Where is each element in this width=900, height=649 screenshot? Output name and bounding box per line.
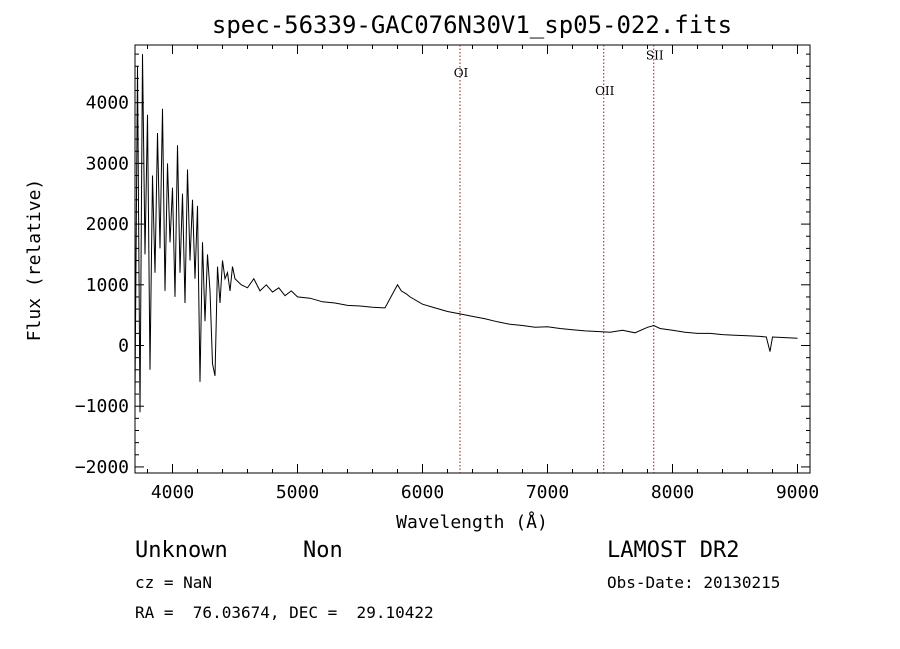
x-tick-label: 7000 [526,482,569,503]
x-tick-label: 9000 [776,482,819,503]
annotation-label: OII [595,84,615,98]
obs-date-label: Obs-Date: 20130215 [607,573,781,592]
coordinates-label: RA = 76.03674, DEC = 29.10422 [135,603,434,622]
subclass-label: Non [303,538,343,563]
y-tick-label: 2000 [86,214,129,235]
line-annotations: OI OII SII [454,45,664,473]
x-axis-label: Wavelength (Å) [396,511,548,533]
y-tick-label: −1000 [75,396,129,417]
plot-frame [134,44,811,474]
redshift-label: cz = NaN [135,573,213,592]
x-tick-label: 6000 [401,482,444,503]
spectrum-line [134,54,798,413]
chart-title: spec-56339-GAC076N30V1_sp05-022.fits [212,11,732,39]
y-axis-ticks: −2000 −1000 0 1000 2000 3000 4000 [75,53,810,478]
annotation-label: SII [646,49,664,63]
y-tick-label: 3000 [86,153,129,174]
x-tick-label: 8000 [651,482,694,503]
class-label: Unknown [135,538,228,563]
survey-label: LAMOST DR2 [607,538,740,563]
x-tick-label: 4000 [151,482,194,503]
y-axis-label: Flux (relative) [24,179,45,342]
y-tick-label: 4000 [86,93,129,114]
y-tick-label: 1000 [86,275,129,296]
y-tick-label: 0 [118,336,129,357]
x-axis-ticks: 4000 5000 6000 7000 8000 9000 [147,45,819,503]
x-tick-label: 5000 [276,482,319,503]
annotation-label: OI [454,66,469,80]
y-tick-label: −2000 [75,457,129,478]
